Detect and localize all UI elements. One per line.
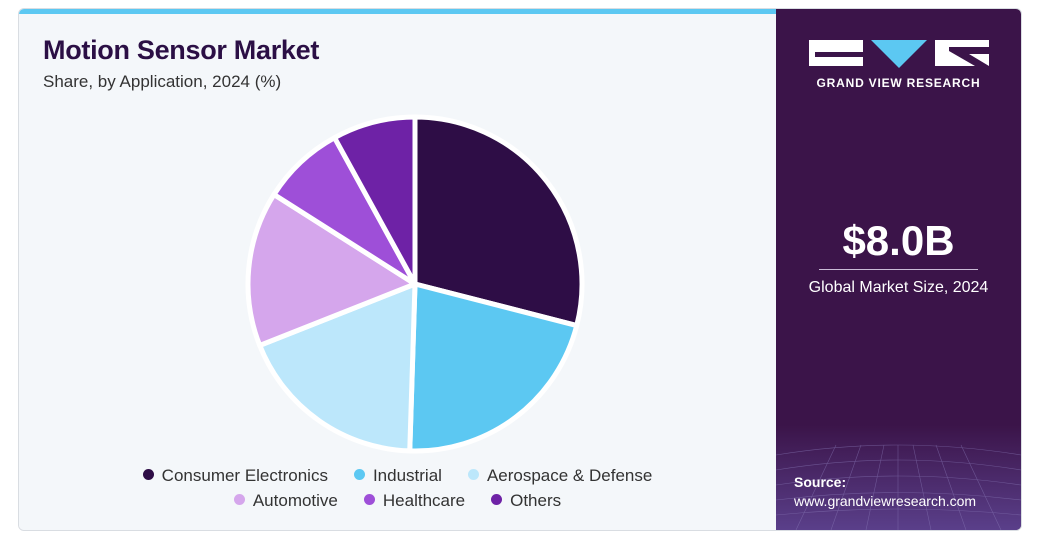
legend-item-aerospace-defense: Aerospace & Defense (467, 466, 653, 486)
legend-item-consumer-electronics: Consumer Electronics (142, 466, 328, 486)
legend-label: Others (510, 491, 562, 510)
infographic-card: Motion Sensor Market Share, by Applicati… (18, 8, 1022, 531)
legend-swatch (353, 469, 365, 480)
brand-name: GRAND VIEW RESEARCH (816, 76, 981, 90)
legend-swatch (142, 469, 154, 480)
pie-chart (245, 114, 585, 454)
legend-row-2: Automotive Healthcare Others (19, 491, 776, 511)
source-url: www.grandviewresearch.com (794, 493, 977, 509)
legend-label: Aerospace & Defense (486, 466, 653, 485)
legend-item-automotive: Automotive (233, 491, 338, 511)
legend-item-industrial: Industrial (353, 466, 442, 486)
sidebar-panel: GRAND VIEW RESEARCH $8.0B Global Market … (776, 9, 1021, 530)
legend-swatch (233, 494, 245, 505)
legend-item-others: Others (491, 491, 561, 511)
legend-label: Consumer Electronics (161, 466, 328, 485)
chart-panel: Motion Sensor Market Share, by Applicati… (19, 9, 776, 530)
chart-subtitle: Share, by Application, 2024 (%) (43, 72, 282, 91)
pie-slice-automotive (245, 192, 418, 348)
market-size-value: $8.0B (842, 217, 955, 264)
chart-title: Motion Sensor Market (43, 35, 320, 65)
legend-label: Healthcare (382, 491, 466, 510)
grand-view-research-logo (809, 40, 989, 68)
legend-swatch (467, 469, 479, 480)
pie-slice-others (332, 114, 418, 287)
legend-swatch (363, 494, 375, 505)
accent-bar (19, 9, 776, 14)
legend-row-1: Consumer Electronics Industrial Aerospace … (19, 466, 776, 486)
legend-label: Automotive (252, 491, 338, 510)
pie-slice-aerospace-defense (257, 281, 418, 454)
legend-swatch (491, 494, 503, 505)
legend-label: Industrial (372, 466, 442, 485)
divider (819, 269, 978, 270)
pie-slice-consumer-electronics (412, 114, 585, 329)
legend-item-healthcare: Healthcare (363, 491, 466, 511)
market-size-label: Global Market Size, 2024 (808, 279, 989, 296)
source-label: Source: (794, 474, 847, 490)
pie-slice-industrial (407, 281, 580, 454)
mesh-background-graphic (776, 425, 1021, 530)
